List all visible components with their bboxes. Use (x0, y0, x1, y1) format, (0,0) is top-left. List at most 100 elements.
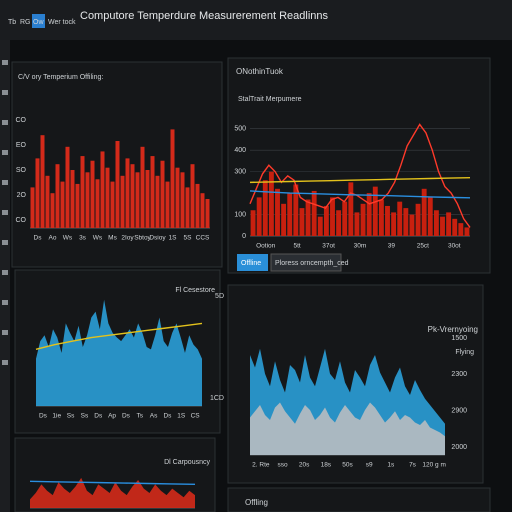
bar (452, 218, 458, 236)
bar (170, 129, 175, 228)
bar (105, 167, 110, 228)
x-tick-label: CS (191, 413, 201, 420)
progress-button[interactable] (270, 253, 342, 272)
bar (160, 160, 165, 228)
bar (125, 158, 130, 228)
x-tick-label: 18s (321, 462, 332, 469)
bar (200, 193, 205, 228)
panel-subtitle: Flying (455, 349, 474, 356)
bar (195, 183, 200, 228)
bar (281, 203, 287, 236)
x-tick-label: Ds (39, 413, 48, 420)
line (35, 322, 203, 351)
bar (433, 210, 439, 236)
x-tick-label: 37ot (322, 243, 335, 250)
y-tick-label: 500 (234, 126, 246, 133)
bar (336, 210, 342, 236)
line (249, 176, 471, 184)
y-tick-label: 1500 (451, 335, 467, 342)
bar (446, 212, 452, 236)
bar (415, 203, 421, 236)
panel-title: Offling (245, 498, 268, 507)
bar (100, 151, 105, 228)
bar (70, 170, 75, 228)
bar (385, 205, 390, 236)
area (30, 477, 195, 508)
x-tick-label: Ds (122, 413, 131, 420)
y-tick-label: CO (16, 117, 27, 124)
x-tick-label: 2. Rte (252, 462, 270, 469)
button-label[interactable]: Offline (241, 260, 261, 267)
bar (205, 199, 210, 228)
bar (155, 175, 160, 228)
x-tick-label: As (150, 413, 158, 420)
x-tick-label: 5S (184, 235, 193, 242)
x-tick-label: 1S (169, 235, 178, 242)
x-tick-label: Ds (94, 413, 103, 420)
bar (262, 180, 268, 236)
x-tick-label: Ms (108, 235, 117, 242)
x-tick-label: 50s (342, 462, 353, 469)
y-tick-label: 1CD (210, 395, 224, 402)
panel-title: ONothinTuok (236, 67, 284, 76)
bar (299, 208, 305, 236)
bar (145, 170, 150, 228)
bar (275, 188, 280, 236)
bar (80, 156, 85, 228)
panel-title: Dl Carpousncy (164, 459, 210, 466)
y-tick-label: EO (16, 142, 27, 149)
bar (135, 172, 140, 228)
x-tick-label: 20s (299, 462, 310, 469)
button-label[interactable]: Ploress orncempth_ced (275, 260, 349, 267)
x-tick-label: sso (277, 462, 288, 469)
panel-subtitle: StalTrait Merpumere (238, 96, 302, 103)
bar (342, 201, 348, 236)
x-tick-label: Ootion (256, 243, 276, 250)
bar (120, 175, 125, 228)
y-tick-label: 100 (234, 211, 246, 218)
bar (185, 187, 190, 228)
bar (110, 181, 115, 228)
bar (409, 214, 415, 236)
x-tick-label: s9 (366, 462, 373, 469)
tab[interactable]: Wer tock (48, 19, 76, 26)
offline-button[interactable] (237, 254, 268, 271)
tab[interactable]: Ow (33, 19, 44, 26)
x-tick-label: Ap (108, 413, 116, 420)
y-tick-label: 2900 (451, 408, 467, 415)
tab[interactable]: Tb (8, 19, 16, 26)
panel (227, 487, 491, 512)
x-tick-label: 120 g m (422, 462, 446, 469)
sidebar-icons (2, 60, 8, 365)
line (29, 480, 196, 486)
y-tick-label: SO (16, 167, 27, 174)
bar (90, 160, 95, 228)
bar (330, 197, 335, 236)
bar (287, 193, 293, 236)
x-tick-label: Ss (67, 413, 75, 420)
bar (256, 197, 262, 236)
x-tick-label: 30m (354, 243, 367, 250)
bar (115, 141, 120, 228)
bar (440, 216, 445, 236)
x-tick-label: Ds (163, 413, 172, 420)
bar (427, 197, 433, 236)
x-tick-label: Ss (81, 413, 89, 420)
bar (305, 199, 311, 236)
x-tick-label: 5tt (294, 243, 301, 250)
bar (421, 188, 427, 236)
bar (360, 203, 366, 236)
tab[interactable]: RG (20, 19, 31, 26)
active-tab[interactable] (32, 14, 45, 28)
area (250, 402, 445, 455)
x-tick-label: Ts (137, 413, 144, 420)
bar (180, 172, 185, 228)
bar (150, 156, 155, 228)
bar (397, 201, 403, 236)
y-tick-label: CO (16, 217, 27, 224)
title-bar (0, 0, 512, 40)
bar (378, 199, 384, 236)
bar (250, 210, 256, 236)
